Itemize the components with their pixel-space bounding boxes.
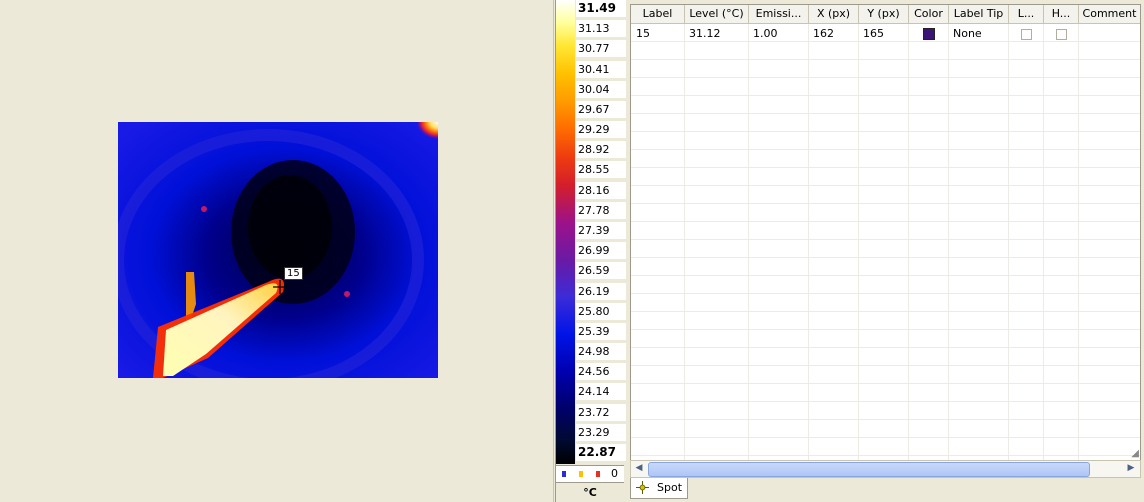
thermal-image[interactable] — [118, 122, 438, 378]
scale-max-label[interactable]: 31.49 — [576, 0, 626, 17]
spot-marker-label[interactable]: 15 — [284, 267, 303, 280]
scale-tick-label: 30.41 — [576, 61, 626, 78]
thermal-hot-dot-2 — [344, 291, 350, 297]
scale-tick-label: 29.67 — [576, 101, 626, 118]
thermal-dark-core-inner — [248, 175, 332, 279]
thermal-ring — [118, 129, 424, 378]
crosshair-icon — [636, 481, 649, 494]
scale-tick-label: 26.99 — [576, 242, 626, 259]
legend-square-yellow — [579, 471, 583, 477]
column-header-label[interactable]: Label — [631, 5, 685, 23]
tab-spot[interactable]: Spot — [630, 478, 688, 499]
horizontal-scrollbar[interactable]: ◀ ▶ — [630, 460, 1141, 478]
column-header-comment[interactable]: Comment — [1082, 7, 1137, 20]
tab-spot-label: Spot — [657, 481, 683, 494]
row-label[interactable]: 15 — [636, 27, 650, 40]
scale-tick-label: 27.39 — [576, 222, 626, 239]
thermal-finger — [163, 283, 278, 376]
scale-tick-label: 24.14 — [576, 383, 626, 400]
scale-tick-label: 26.59 — [576, 262, 626, 279]
legend-square-blue — [562, 471, 566, 477]
row-h-checkbox[interactable] — [1056, 29, 1067, 40]
scale-min-label[interactable]: 22.87 — [576, 444, 626, 461]
column-header-emissivity[interactable]: Emissi... — [749, 5, 809, 23]
scroll-right-icon[interactable]: ▶ — [1127, 463, 1135, 473]
row-label-tip[interactable]: None — [953, 27, 982, 40]
scale-tick-label: 25.39 — [576, 323, 626, 340]
scale-unit-label: °C — [556, 482, 624, 502]
row-color-swatch[interactable] — [923, 28, 935, 40]
thermal-hot-dot-1 — [201, 206, 207, 212]
column-header-l[interactable]: L... — [1009, 5, 1044, 23]
row-x[interactable]: 162 — [813, 27, 834, 40]
row-l-checkbox[interactable] — [1021, 29, 1032, 40]
column-header-y[interactable]: Y (px) — [859, 5, 909, 23]
scale-tick-label: 28.16 — [576, 182, 626, 199]
scale-tick-label: 24.98 — [576, 343, 626, 360]
spot-crosshair — [273, 280, 287, 294]
scrollbar-thumb[interactable] — [648, 462, 1090, 477]
column-header-color[interactable]: Color — [909, 5, 949, 23]
scale-legend: 0 — [556, 465, 624, 482]
row-level[interactable]: 31.12 — [689, 27, 721, 40]
grid-rows — [631, 24, 1140, 461]
scale-tick-label: 23.29 — [576, 424, 626, 441]
tab-strip: Spot — [628, 478, 1144, 502]
column-header-h[interactable]: H... — [1044, 5, 1079, 23]
color-scale-panel: 31.49 31.13 30.77 30.41 30.04 29.67 29.29 28.9… — [555, 0, 626, 502]
column-header-level[interactable]: Level (°C) — [685, 5, 749, 23]
color-scale-bar[interactable] — [556, 0, 575, 464]
scale-tick-label: 26.19 — [576, 283, 626, 300]
scale-tick-label: 24.56 — [576, 363, 626, 380]
row-emissivity[interactable]: 1.00 — [753, 27, 778, 40]
scale-tick-label: 29.29 — [576, 121, 626, 138]
scale-tick-label: 27.78 — [576, 202, 626, 219]
scroll-left-icon[interactable]: ◀ — [635, 463, 643, 473]
legend-square-red — [596, 471, 600, 477]
scale-tick-label: 30.77 — [576, 40, 626, 57]
resize-grip-icon[interactable]: ◢ — [1131, 448, 1139, 459]
grid-header-row: Label Level (°C) Emissi... X (px) Y (px)… — [631, 5, 1140, 24]
scale-tick-label: 28.92 — [576, 141, 626, 158]
scale-tick-label: 25.80 — [576, 303, 626, 320]
scale-tick-label: 23.72 — [576, 404, 626, 421]
legend-count: 0 — [611, 467, 618, 480]
measurement-table-panel: Label Level (°C) Emissi... X (px) Y (px)… — [628, 0, 1144, 502]
measurement-grid[interactable]: Label Level (°C) Emissi... X (px) Y (px)… — [630, 4, 1141, 462]
column-header-x[interactable]: X (px) — [809, 5, 859, 23]
image-pane[interactable]: 15 — [0, 0, 554, 502]
thermal-hot-corner — [338, 122, 438, 202]
thermal-hand-edge — [186, 272, 196, 322]
column-header-label-tip[interactable]: Label Tip — [949, 5, 1009, 23]
scale-tick-label: 30.04 — [576, 81, 626, 98]
scale-tick-label: 31.13 — [576, 20, 626, 37]
scale-tick-label: 28.55 — [576, 161, 626, 178]
row-y[interactable]: 165 — [863, 27, 884, 40]
